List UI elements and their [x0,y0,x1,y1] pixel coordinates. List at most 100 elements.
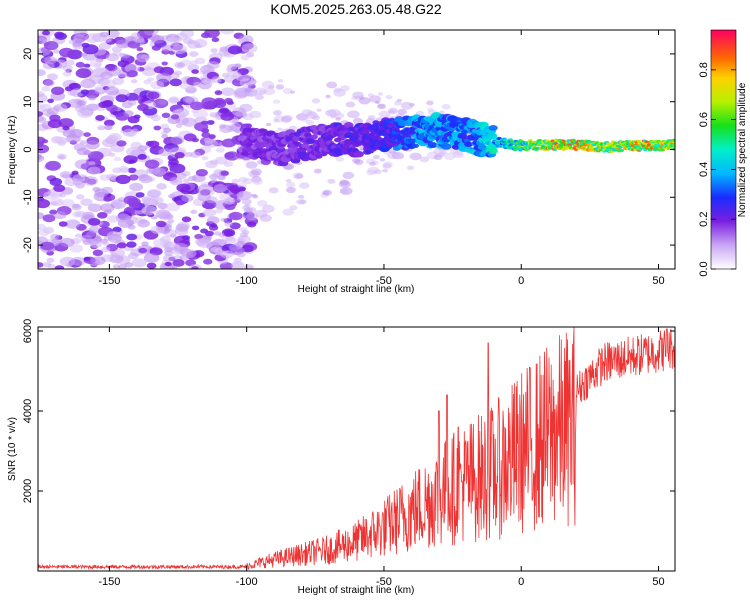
spectrogram-cell [134,95,143,101]
spectrogram-cell [296,199,305,205]
spectrogram-cell [123,195,138,205]
spectrogram-cell [191,225,200,231]
spectrogram-cell [106,53,119,62]
spectrogram-cells [38,30,675,269]
spectrogram-cell [81,42,90,48]
spectrogram-cell [206,216,220,225]
spectrogram-cell [224,97,233,104]
spectrogram-cell [236,251,246,258]
spectrogram-cell [176,101,184,106]
spectrogram-cell [150,114,161,122]
spectrogram-cell [327,178,336,184]
spectrogram-cell [58,221,68,227]
spectrogram-cell [190,209,198,214]
spectrogram-cell [204,230,214,237]
spectrogram-cell [325,94,331,99]
spectrogram-cell [618,146,623,149]
spectrogram-cell [201,32,211,39]
spectrogram-cell [191,69,199,74]
spectrogram-cell [228,185,240,192]
spectrogram-cell [112,264,121,269]
spectrogram-cell [340,85,350,92]
spectrogram-cell [128,174,139,181]
spectrogram-cell [238,108,245,113]
spectrogram-cell [38,197,45,202]
spectrogram-cell [58,155,65,160]
spectrogram-cell [122,128,136,137]
spectrogram-cell [49,197,64,207]
colorbar-tick-label: 0.0 [698,261,710,276]
spectrogram-cell [74,233,83,238]
spectrogram-cell [69,244,84,253]
spectrogram-cell [385,94,393,100]
spectrogram-cell [335,117,341,121]
snr-x-tick-label: -100 [236,576,258,588]
spectrogram-cell [72,211,82,218]
spectrogram-cell [194,122,209,132]
spectrogram-cell [211,37,220,43]
spectrogram-cell [153,125,162,131]
spectrogram-cell [82,52,97,61]
spectrogram-cell [249,110,262,119]
colorbar-tick-label: 0.2 [698,212,710,227]
spectrogram-cell [224,151,240,161]
spectrogram-cell [242,178,253,185]
spectrogram-cell [124,67,132,72]
spectrogram-cell [74,159,91,170]
spectrogram-cell [171,44,188,55]
spectrogram-cell [168,96,180,104]
spectrogram-cell [189,51,199,57]
spectrogram-cell [129,182,144,192]
spectrogram-cell [42,30,51,36]
spectrogram-cell [118,264,127,269]
spectrogram-cell [220,170,229,176]
spectrogram-cell [259,214,272,222]
spectrogram-cell [38,37,47,44]
spectrogram-cell [189,60,199,66]
spectrogram-cell [265,122,272,127]
spectrogram-cell [246,221,257,228]
spectrogram-cell [190,101,204,111]
spectrogram-cell [261,80,275,89]
spectrogram-cell [153,66,165,74]
spectrogram-cell [294,173,304,179]
spectrogram-cell [252,194,259,199]
spectrogram-cell [257,200,268,207]
spectrogram-cell [89,59,102,68]
spectrogram-cell [127,167,137,174]
spectrogram-cell [374,169,382,175]
spectrogram-cell [38,144,50,154]
spectrogram-x-tick-label: -50 [376,275,392,287]
spectrogram-cell [220,217,228,222]
spectrogram-cell [38,229,50,237]
spectrogram-cell [141,205,158,216]
spectrogram-cell [126,146,142,157]
spectrogram-cell [80,198,93,206]
spectrogram-cell [61,199,75,208]
spectrogram-cell [443,152,456,161]
spectrogram-cell [181,194,194,202]
spectrogram-cell [55,32,67,40]
spectrogram-cell [193,81,202,87]
spectrogram-cell [136,47,144,52]
spectrogram-cell [176,183,191,193]
spectrogram-x-label: Height of straight line (km) [298,284,415,295]
spectrogram-x-tick-label: 50 [652,275,664,287]
spectrogram-cell [239,227,248,233]
spectrogram-cell [197,184,214,195]
spectrogram-cell [224,221,233,227]
spectrogram-cell [75,61,85,68]
spectrogram-cell [136,54,150,63]
snr-series-line [38,327,675,571]
spectrogram-cell [47,73,58,81]
spectrogram-cell [126,70,138,78]
spectrogram-cell [53,211,67,220]
spectrogram-cell [225,236,237,244]
spectrogram-y-tick-label: -20 [22,237,34,253]
spectrogram-cell [59,47,74,58]
snr-x-tick-label: 0 [518,576,524,588]
spectrogram-cell [141,196,152,203]
spectrogram-cell [38,116,47,123]
spectrogram-cell [252,178,263,185]
